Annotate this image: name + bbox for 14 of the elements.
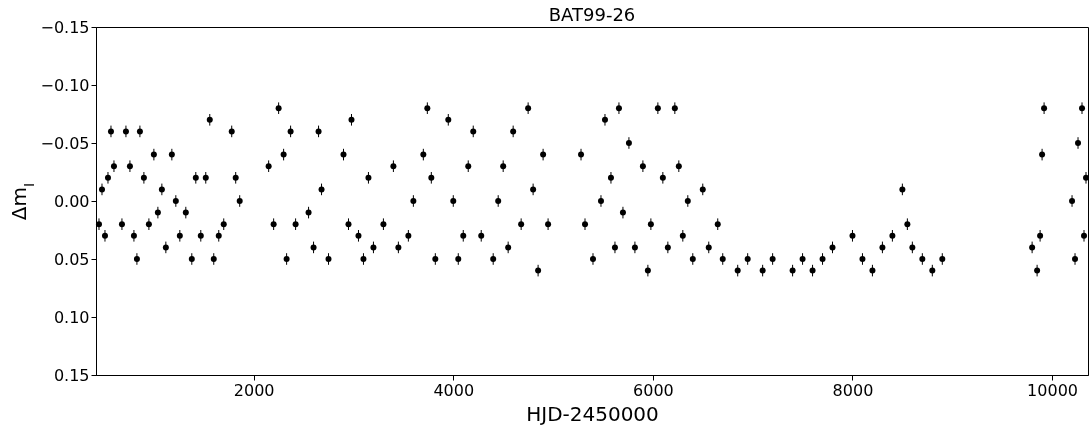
- y-tick-label: 0.10: [53, 307, 90, 327]
- x-tick-label: 6000: [633, 380, 674, 400]
- y-tick-label: 0.05: [53, 249, 90, 269]
- chart-title: BAT99-26: [548, 4, 636, 25]
- x-tick-label: 8000: [832, 380, 874, 400]
- y-tick-label: −0.10: [40, 75, 90, 95]
- y-tick-label: −0.15: [40, 17, 90, 37]
- y-tick-label: −0.05: [40, 133, 90, 153]
- x-tick-label: 2000: [233, 380, 275, 400]
- y-tick-label: 0.15: [53, 365, 90, 385]
- x-axis-title: HJD-2450000: [526, 401, 659, 426]
- x-tick-label: 4000: [433, 380, 475, 400]
- y-tick-label: 0.00: [53, 191, 90, 211]
- x-tick-label: 10000: [1027, 380, 1079, 400]
